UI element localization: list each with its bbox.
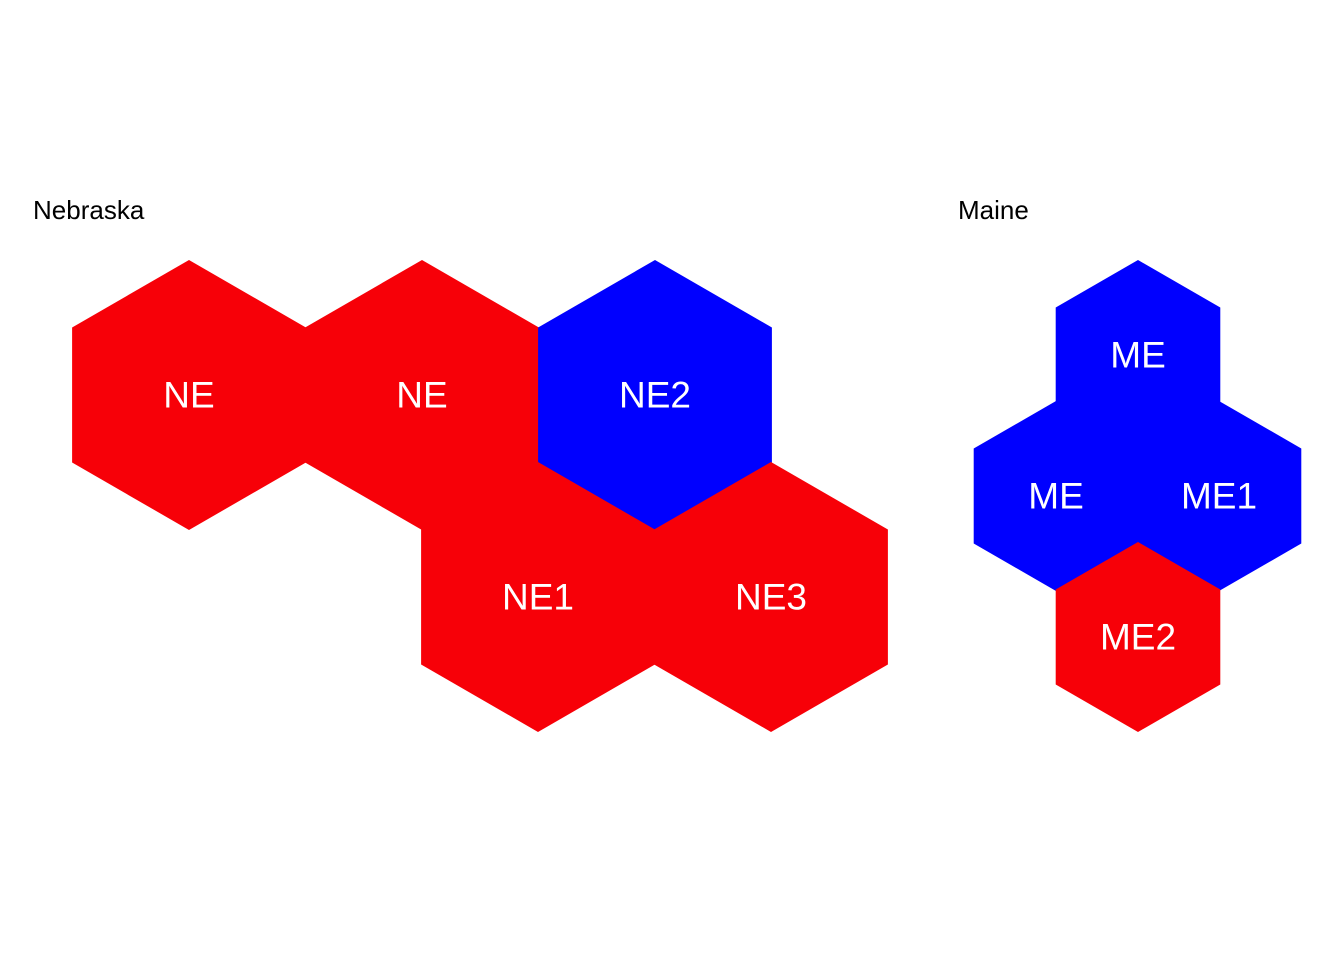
hex-nebraska-ne-0 <box>72 260 306 530</box>
hex-nebraska-ne-1 <box>305 260 539 530</box>
hex-label-nebraska-2: NE2 <box>619 375 691 416</box>
hex-label-nebraska-0: NE <box>163 375 214 416</box>
hex-maine-me2-3 <box>1055 542 1221 732</box>
hex-label-nebraska-3: NE1 <box>502 577 574 618</box>
hex-nebraska-ne1-3 <box>421 462 655 732</box>
hex-maine-me1-2 <box>1136 401 1302 591</box>
hex-label-maine-1: ME <box>1028 476 1084 517</box>
hex-label-maine-0: ME <box>1110 335 1166 376</box>
hex-nebraska-ne2-2 <box>538 260 772 530</box>
nebraska-title: Nebraska <box>33 195 145 225</box>
hex-label-maine-2: ME1 <box>1181 476 1257 517</box>
maine-title: Maine <box>958 195 1029 225</box>
hex-maine-me-1 <box>973 401 1139 591</box>
hex-label-maine-3: ME2 <box>1100 617 1176 658</box>
maine-hex-group: ME ME ME1 ME2 <box>973 260 1302 732</box>
hex-label-nebraska-4: NE3 <box>735 577 807 618</box>
hex-maine-me-0 <box>1055 260 1221 450</box>
hex-label-nebraska-1: NE <box>396 375 447 416</box>
nebraska-hex-group: NE NE NE2 NE1 NE3 <box>72 260 888 732</box>
hex-nebraska-ne3-4 <box>654 462 888 732</box>
